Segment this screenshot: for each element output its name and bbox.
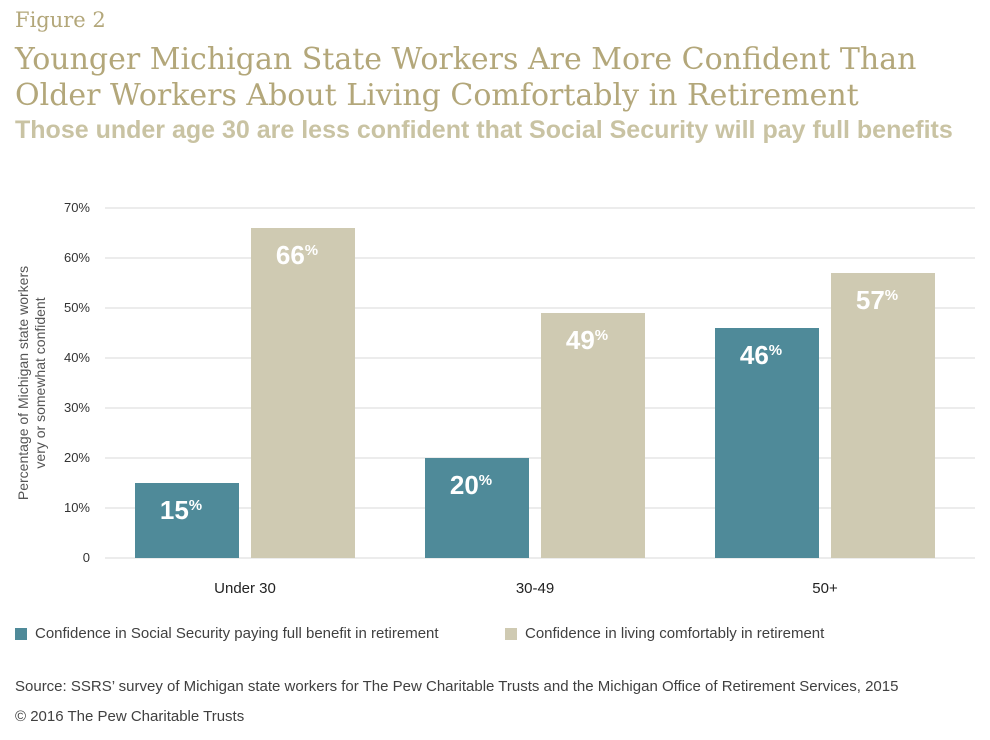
y-tick-label: 60% (64, 250, 90, 265)
y-tick-label: 30% (64, 400, 90, 415)
y-tick-label: 10% (64, 500, 90, 515)
legend-item-social-security: Confidence in Social Security paying ful… (15, 625, 439, 642)
y-tick-label: 50% (64, 300, 90, 315)
bar-chart: 0 10% 20% 30% 40% 50% 60% 70% 15% 66% 20% 49% 46% 57… (15, 200, 975, 597)
legend-label-social-security: Confidence in Social Security paying ful… (35, 625, 439, 642)
y-tick-label: 40% (64, 350, 90, 365)
bar (715, 328, 819, 558)
source-note: Source: SSRS’ survey of Michigan state w… (15, 678, 899, 695)
y-tick-label: 0 (83, 550, 90, 565)
legend-swatch-social-security (15, 627, 27, 640)
chart-title: Younger Michigan State Workers Are More … (15, 42, 917, 113)
bar-value-label: 66% (276, 240, 318, 270)
bar-value-label: 20% (450, 470, 492, 500)
legend-label-living-comfortably: Confidence in living comfortably in reti… (525, 625, 825, 642)
y-tick-label: 20% (64, 450, 90, 465)
y-tick-label: 70% (64, 200, 90, 215)
legend-swatch-living-comfortably (505, 627, 517, 640)
bar (425, 458, 529, 558)
bar-value-label: 57% (856, 285, 898, 315)
grid-lines (105, 207, 975, 559)
bar-value-label: 46% (740, 340, 782, 370)
x-category-label: 50+ (812, 580, 838, 597)
copyright-note: © 2016 The Pew Charitable Trusts (15, 708, 245, 725)
figure-label: Figure 2 (15, 8, 106, 32)
bar-value-label: 49% (566, 325, 608, 355)
bars (135, 228, 935, 558)
x-category-label: 30-49 (516, 580, 554, 597)
chart-subtitle: Those under age 30 are less confident th… (15, 116, 953, 144)
y-axis-label: Percentage of Michigan state workersvery… (15, 266, 48, 500)
bar (135, 483, 239, 558)
bar-value-labels: 15% 66% 20% 49% 46% 57% (160, 240, 898, 525)
bar (541, 313, 645, 558)
bar (831, 273, 935, 558)
y-axis-ticks: 0 10% 20% 30% 40% 50% 60% 70% (64, 200, 90, 565)
bar (251, 228, 355, 558)
x-axis-categories: Under 30 30-49 50+ (214, 580, 838, 597)
legend-item-living-comfortably: Confidence in living comfortably in reti… (505, 625, 824, 642)
bar-value-label: 15% (160, 495, 202, 525)
x-category-label: Under 30 (214, 580, 276, 597)
